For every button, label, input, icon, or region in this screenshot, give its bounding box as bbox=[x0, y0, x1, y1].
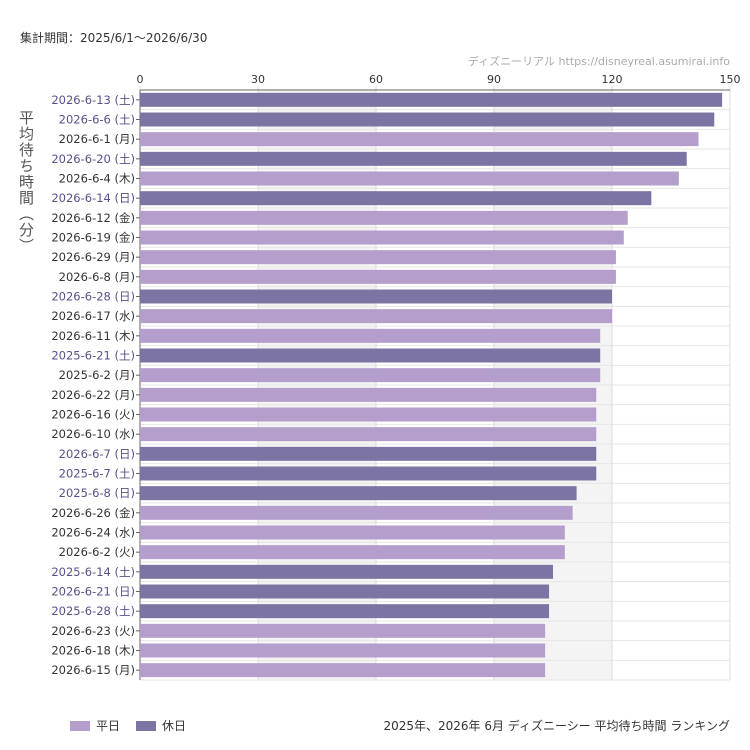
bar bbox=[140, 210, 628, 225]
x-tick-label: 90 bbox=[487, 73, 501, 86]
bar bbox=[140, 663, 546, 678]
legend-swatch-holiday bbox=[136, 720, 157, 731]
period-text: 集計期間：2025/6/1〜2026/6/30 bbox=[20, 31, 208, 45]
legend-label-holiday: 休日 bbox=[162, 719, 187, 733]
bar bbox=[140, 643, 546, 658]
legend-label-weekday: 平日 bbox=[96, 719, 121, 733]
category-label: 2026-6-17 (水) bbox=[51, 309, 135, 323]
category-label: 2026-6-13 (土) bbox=[51, 93, 135, 107]
bar bbox=[140, 92, 723, 107]
bar bbox=[140, 604, 550, 619]
bar bbox=[140, 151, 687, 166]
category-label: 2025-6-21 (土) bbox=[51, 349, 135, 363]
category-label: 2026-6-22 (月) bbox=[51, 388, 135, 402]
bar bbox=[140, 407, 597, 422]
bar bbox=[140, 328, 601, 343]
category-label: 2026-6-18 (木) bbox=[51, 644, 135, 658]
category-label: 2025-6-8 (日) bbox=[59, 486, 135, 500]
category-label: 2026-6-7 (日) bbox=[59, 447, 135, 461]
category-label: 2026-6-2 (火) bbox=[59, 545, 135, 559]
bar bbox=[140, 387, 597, 402]
category-label: 2026-6-19 (金) bbox=[51, 231, 135, 245]
category-label: 2025-6-2 (月) bbox=[59, 368, 135, 382]
bar bbox=[140, 466, 597, 481]
bar bbox=[140, 309, 612, 324]
bar bbox=[140, 505, 573, 520]
category-label: 2026-6-11 (木) bbox=[51, 329, 135, 343]
bar bbox=[140, 623, 546, 638]
bar bbox=[140, 584, 550, 599]
category-label: 2026-6-15 (月) bbox=[51, 663, 135, 677]
bar bbox=[140, 112, 715, 127]
category-label: 2026-6-16 (火) bbox=[51, 408, 135, 422]
legend-swatch-weekday bbox=[70, 720, 90, 731]
bar bbox=[140, 132, 699, 147]
category-label: 2026-6-14 (日) bbox=[51, 191, 135, 205]
x-tick-label: 60 bbox=[369, 73, 383, 86]
chart-footer-title: 2025年、2026年 6月 ディズニーシー 平均待ち時間 ランキング bbox=[383, 719, 730, 733]
bar bbox=[140, 171, 679, 186]
category-label: 2026-6-1 (月) bbox=[59, 132, 135, 146]
bar bbox=[140, 368, 601, 383]
bar bbox=[140, 545, 565, 560]
x-tick-label: 120 bbox=[602, 73, 623, 86]
bar bbox=[140, 250, 616, 265]
category-label: 2025-6-28 (土) bbox=[51, 604, 135, 618]
category-label: 2026-6-20 (土) bbox=[51, 152, 135, 166]
y-axis-title: 平均待ち時間（分） bbox=[17, 110, 35, 254]
bar bbox=[140, 446, 597, 461]
category-label: 2026-6-6 (土) bbox=[59, 113, 135, 127]
x-tick-label: 30 bbox=[251, 73, 265, 86]
legend: 平日 休日 bbox=[70, 717, 202, 734]
bar bbox=[140, 427, 597, 442]
legend-item-holiday: 休日 bbox=[136, 717, 186, 734]
bar bbox=[140, 348, 601, 363]
category-label: 2025-6-14 (土) bbox=[51, 565, 135, 579]
bar bbox=[140, 525, 565, 540]
bar bbox=[140, 269, 616, 284]
category-label: 2025-6-7 (土) bbox=[59, 467, 135, 481]
category-label: 2026-6-10 (水) bbox=[51, 427, 135, 441]
bar bbox=[140, 230, 624, 245]
legend-item-weekday: 平日 bbox=[70, 717, 120, 734]
category-label: 2026-6-23 (火) bbox=[51, 624, 135, 638]
category-label: 2026-6-29 (月) bbox=[51, 250, 135, 264]
category-label: 2026-6-8 (月) bbox=[59, 270, 135, 284]
x-tick-label: 0 bbox=[137, 73, 144, 86]
category-label: 2026-6-4 (木) bbox=[59, 172, 135, 186]
category-label: 2026-6-28 (日) bbox=[51, 290, 135, 304]
bar bbox=[140, 486, 577, 501]
category-label: 2026-6-21 (日) bbox=[51, 585, 135, 599]
bar bbox=[140, 289, 612, 304]
x-tick-label: 150 bbox=[720, 73, 741, 86]
credit-text: ディズニーリアル https://disneyreal.asumirai.inf… bbox=[467, 55, 730, 68]
category-label: 2026-6-12 (金) bbox=[51, 211, 135, 225]
category-label: 2026-6-26 (金) bbox=[51, 506, 135, 520]
bar bbox=[140, 564, 553, 579]
category-label: 2026-6-24 (水) bbox=[51, 526, 135, 540]
bar bbox=[140, 191, 652, 206]
